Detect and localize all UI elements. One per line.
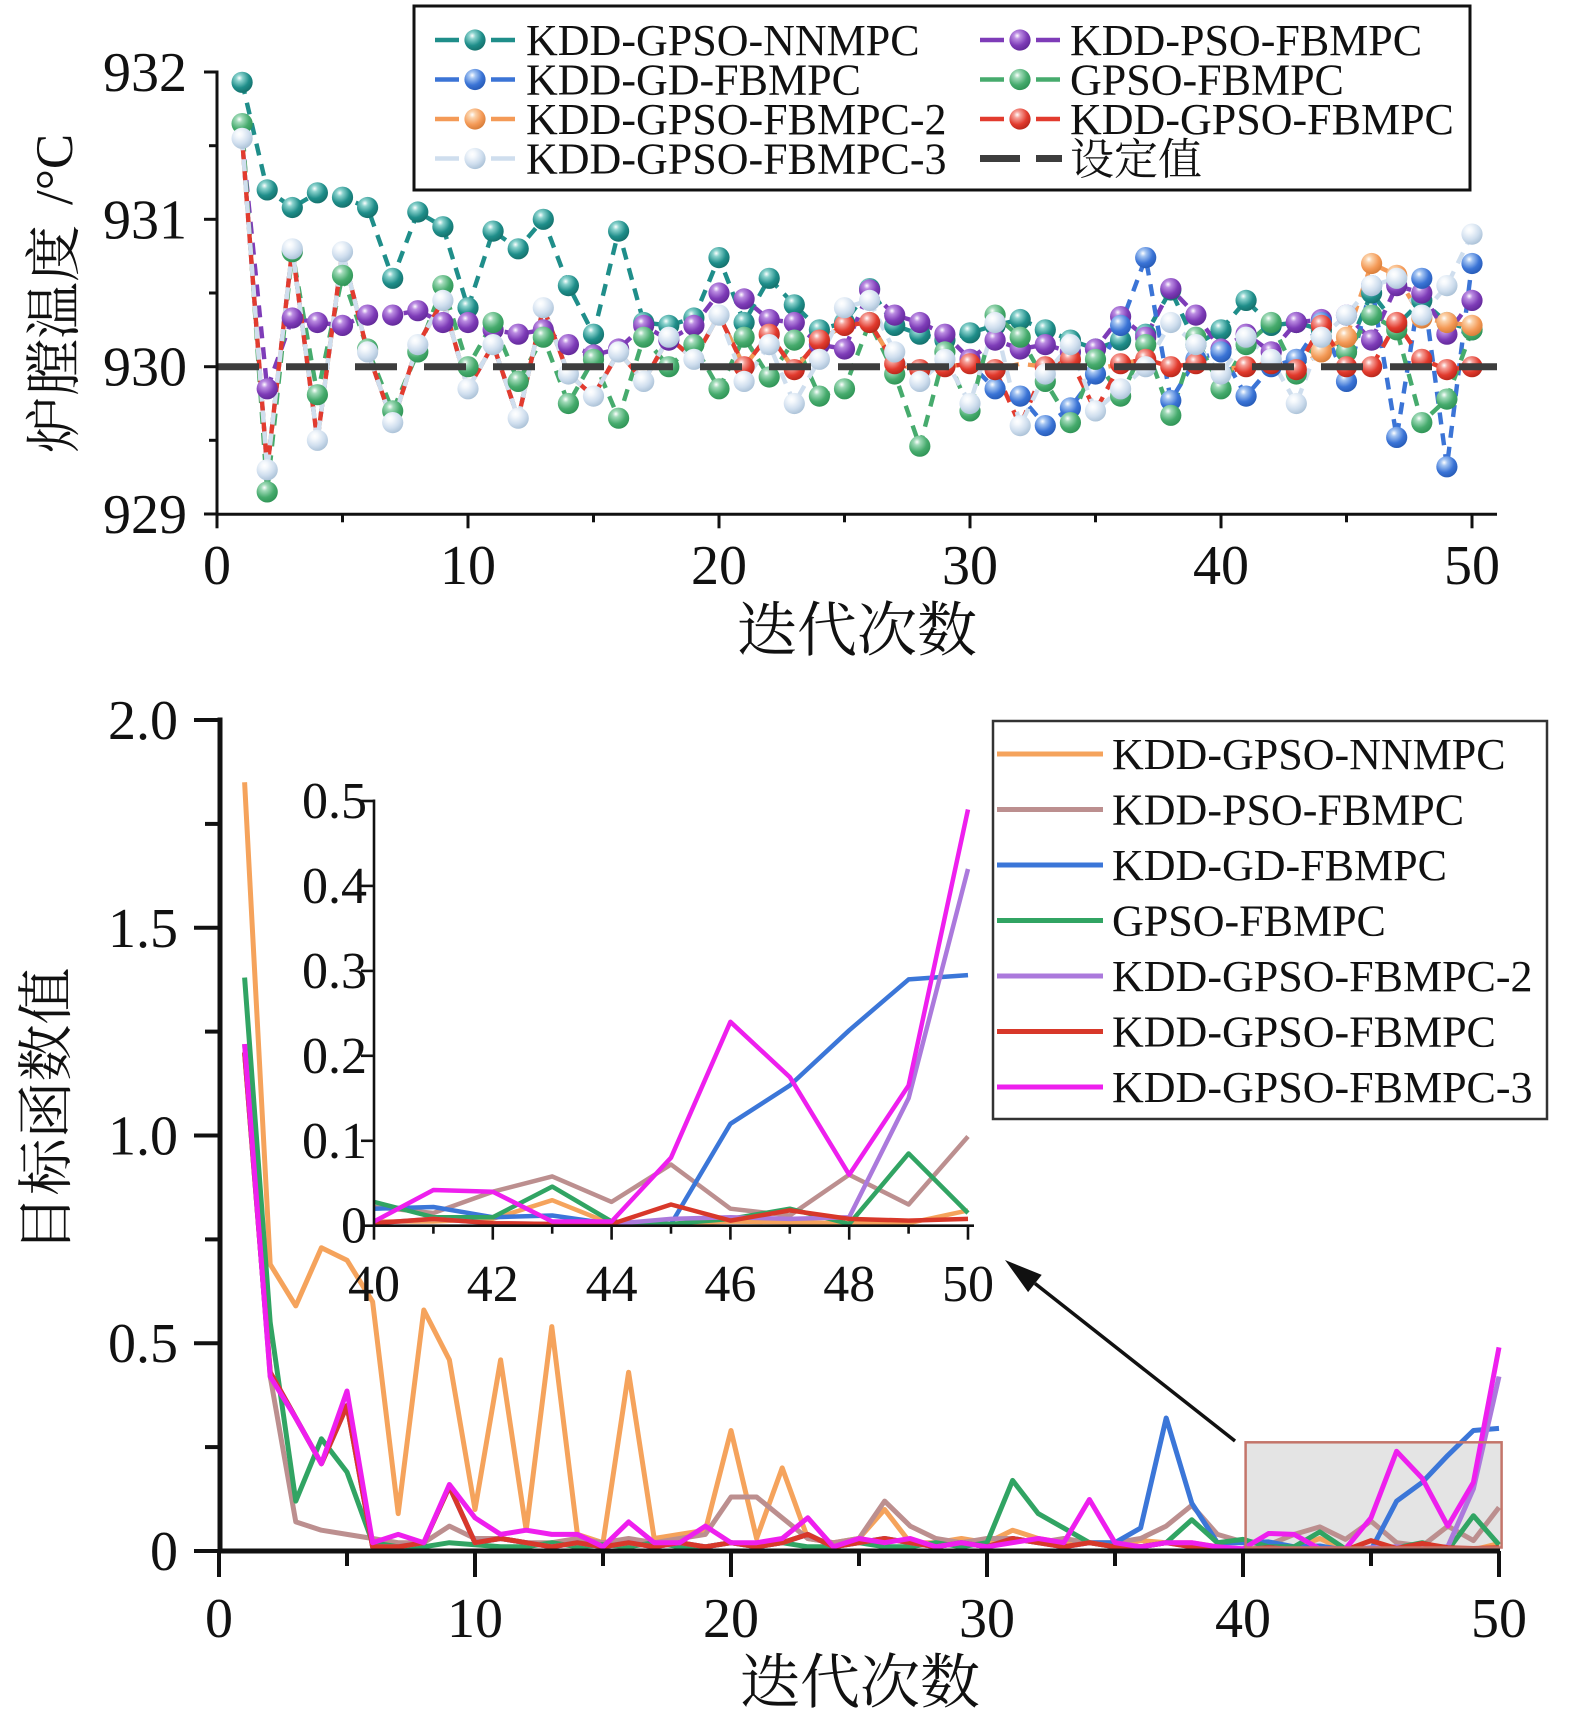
svg-text:1.5: 1.5	[108, 898, 178, 960]
svg-text:40: 40	[348, 1256, 400, 1313]
svg-text:0.3: 0.3	[302, 943, 367, 1000]
svg-text:KDD-GD-FBMPC: KDD-GD-FBMPC	[526, 56, 861, 105]
svg-text:1.0: 1.0	[108, 1106, 178, 1168]
svg-text:0: 0	[150, 1521, 178, 1583]
svg-text:930: 930	[103, 337, 187, 399]
svg-text:KDD-PSO-FBMPC: KDD-PSO-FBMPC	[1112, 786, 1464, 835]
svg-text:KDD-GPSO-FBMPC-2: KDD-GPSO-FBMPC-2	[526, 95, 947, 144]
svg-text:KDD-GPSO-FBMPC-2: KDD-GPSO-FBMPC-2	[1112, 952, 1533, 1001]
svg-text:KDD-PSO-FBMPC: KDD-PSO-FBMPC	[1070, 16, 1422, 65]
svg-text:0.2: 0.2	[302, 1028, 367, 1085]
svg-text:20: 20	[691, 535, 747, 597]
svg-text:0.4: 0.4	[302, 858, 367, 915]
svg-text:2.0: 2.0	[108, 690, 178, 752]
svg-text:10: 10	[440, 535, 496, 597]
svg-text:40: 40	[1215, 1588, 1271, 1650]
svg-text:20: 20	[703, 1588, 759, 1650]
svg-text:KDD-GPSO-NNMPC: KDD-GPSO-NNMPC	[526, 16, 920, 65]
svg-text:0: 0	[341, 1198, 367, 1255]
svg-text:46: 46	[704, 1256, 756, 1313]
svg-text:50: 50	[1444, 535, 1500, 597]
svg-text:30: 30	[942, 535, 998, 597]
svg-text:0.5: 0.5	[108, 1313, 178, 1375]
svg-text:/°C: /°C	[26, 134, 84, 205]
svg-text:KDD-GPSO-NNMPC: KDD-GPSO-NNMPC	[1112, 730, 1506, 779]
svg-text:931: 931	[103, 189, 187, 251]
svg-text:929: 929	[103, 484, 187, 546]
svg-text:932: 932	[103, 42, 187, 104]
svg-text:10: 10	[447, 1588, 503, 1650]
svg-text:40: 40	[1193, 535, 1249, 597]
svg-text:50: 50	[942, 1256, 994, 1313]
svg-text:44: 44	[586, 1256, 638, 1313]
svg-text:0: 0	[203, 535, 231, 597]
svg-text:0.5: 0.5	[302, 773, 367, 830]
svg-text:KDD-GPSO-FBMPC: KDD-GPSO-FBMPC	[1112, 1008, 1496, 1057]
svg-text:30: 30	[959, 1588, 1015, 1650]
svg-text:50: 50	[1471, 1588, 1527, 1650]
svg-text:KDD-GD-FBMPC: KDD-GD-FBMPC	[1112, 841, 1447, 890]
svg-text:KDD-GPSO-FBMPC: KDD-GPSO-FBMPC	[1070, 95, 1454, 144]
svg-text:GPSO-FBMPC: GPSO-FBMPC	[1112, 897, 1386, 946]
svg-text:KDD-GPSO-FBMPC-3: KDD-GPSO-FBMPC-3	[1112, 1063, 1533, 1112]
svg-text:48: 48	[823, 1256, 875, 1313]
svg-text:GPSO-FBMPC: GPSO-FBMPC	[1070, 56, 1344, 105]
svg-text:0.1: 0.1	[302, 1113, 367, 1170]
svg-text:KDD-GPSO-FBMPC-3: KDD-GPSO-FBMPC-3	[526, 135, 947, 184]
svg-text:42: 42	[467, 1256, 519, 1313]
svg-text:0: 0	[205, 1588, 233, 1650]
